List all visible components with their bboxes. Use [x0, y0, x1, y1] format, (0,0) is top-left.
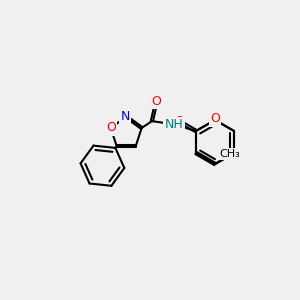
Text: O: O — [152, 95, 161, 108]
Text: O: O — [174, 115, 184, 128]
Text: CH₃: CH₃ — [220, 149, 241, 159]
Text: O: O — [106, 122, 116, 134]
Text: NH: NH — [165, 118, 183, 131]
Text: N: N — [121, 110, 130, 123]
Text: O: O — [210, 112, 220, 125]
